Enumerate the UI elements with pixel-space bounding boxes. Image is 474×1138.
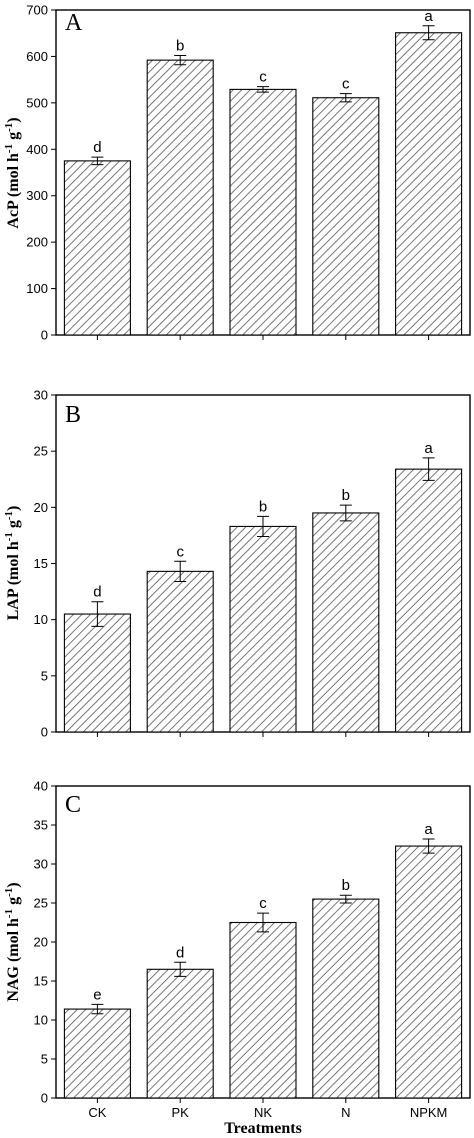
error-bar-c-n (339, 894, 352, 904)
y-ticks-c: 0 5 10 15 20 25 30 35 40 (34, 779, 56, 1106)
bars-b: d c b b a (63, 440, 463, 737)
panel-letter-c: C (65, 792, 81, 818)
error-bar-c-ck (91, 1003, 104, 1015)
error-bar-b-nk (257, 515, 269, 538)
y-tick-label-c-6: 30 (34, 857, 48, 872)
sig-letter-b-n: b (342, 487, 350, 504)
bar-a-n (312, 97, 380, 336)
y-tick-label-c-8: 40 (34, 779, 48, 794)
bar-b-ck (63, 613, 131, 733)
error-bar-a-n (339, 93, 352, 103)
y-tick-label-c-2: 10 (34, 1013, 48, 1028)
x-tick-label-nk: NK (254, 1105, 272, 1120)
y-tick-label-c-1: 5 (41, 1052, 48, 1067)
bar-a-pk (146, 59, 214, 336)
error-bar-b-ck (91, 601, 104, 627)
x-tick-label-ck: CK (88, 1105, 106, 1120)
x-tick-label-npkm: NPKM (410, 1105, 448, 1120)
bar-b-nk (229, 525, 297, 733)
y-tick-label-c-4: 20 (34, 935, 48, 950)
y-tick-label-c-7: 35 (34, 818, 48, 833)
sig-letter-a-npkm: a (424, 8, 433, 25)
y-axis-title-c: NAG (mol h-1 g-1) (3, 882, 22, 1001)
sig-letter-b-nk: b (259, 498, 267, 515)
bar-a-ck (63, 160, 131, 336)
sig-letter-a-ck: d (93, 139, 101, 156)
y-tick-label-b-0: 0 (41, 725, 48, 740)
error-bar-a-nk (257, 86, 269, 93)
error-bar-b-npkm (422, 457, 435, 481)
sig-letter-c-n: b (342, 877, 350, 894)
panel-letter-b: B (65, 402, 81, 428)
bar-b-pk (146, 570, 214, 733)
sig-letter-c-pk: d (176, 944, 184, 961)
sig-letter-b-ck: d (93, 584, 101, 601)
y-tick-label-a-1: 100 (26, 281, 48, 296)
error-bar-c-nk (257, 912, 269, 933)
y-tick-label-c-3: 15 (34, 974, 48, 989)
sig-letter-b-pk: c (176, 543, 184, 560)
y-tick-label-b-4: 20 (34, 500, 48, 515)
error-bar-a-npkm (422, 25, 435, 41)
y-tick-label-b-1: 5 (41, 668, 48, 683)
sig-letter-a-nk: c (259, 69, 267, 86)
sig-letter-c-npkm: a (424, 821, 433, 838)
y-ticks-b: 0 5 10 15 20 25 30 (34, 388, 56, 740)
bar-c-nk (229, 921, 297, 1099)
sig-letter-a-n: c (342, 76, 350, 93)
y-ticks-a: 0 100 200 300 400 500 600 700 (26, 3, 56, 343)
error-bar-c-pk (174, 961, 187, 977)
x-ticks-c: CK PK NK N NPKM (88, 1105, 447, 1120)
x-axis-title: Treatments (224, 1120, 302, 1137)
bar-c-ck (63, 1008, 131, 1099)
panel-letter-a: A (65, 10, 83, 36)
y-tick-label-a-3: 300 (26, 188, 48, 203)
bar-b-npkm (395, 468, 463, 733)
error-bar-a-pk (174, 55, 187, 66)
bars-c: e d c b a (63, 821, 463, 1103)
panel-c: C NAG (mol h-1 g-1) 0 5 10 15 20 25 30 35 40 e d c… (3, 779, 471, 1137)
sig-letter-b-npkm: a (424, 440, 433, 457)
sig-letter-a-pk: b (176, 38, 184, 55)
error-bar-b-n (339, 504, 352, 522)
error-bar-b-pk (174, 560, 187, 582)
y-tick-label-b-5: 25 (34, 444, 48, 459)
bar-c-pk (146, 968, 214, 1099)
bar-c-n (312, 898, 380, 1099)
y-tick-label-a-7: 700 (26, 3, 48, 18)
error-bar-c-npkm (422, 838, 435, 854)
y-tick-label-b-3: 15 (34, 556, 48, 571)
y-tick-label-b-6: 30 (34, 388, 48, 403)
bar-b-n (312, 512, 380, 733)
panel-b: B LAP (mol h-1 g-1) 0 5 10 15 20 25 30 d c b b a (3, 388, 471, 740)
x-tick-label-pk: PK (172, 1105, 190, 1120)
bar-c-npkm (395, 845, 463, 1099)
y-axis-title-a: AcP (mol h-1 g-1) (3, 117, 22, 228)
y-tick-label-a-4: 400 (26, 142, 48, 157)
y-tick-label-a-5: 500 (26, 95, 48, 110)
y-tick-label-b-2: 10 (34, 612, 48, 627)
bar-a-npkm (395, 32, 463, 336)
panel-a: A AcP (mol h-1 g-1) 0 100 200 300 400 500 600 7… (3, 3, 471, 343)
x-tick-label-n: N (341, 1105, 350, 1120)
bars-a: d b c c a (63, 8, 463, 340)
sig-letter-c-nk: c (259, 895, 267, 912)
y-tick-label-c-0: 0 (41, 1091, 48, 1106)
sig-letter-c-ck: e (93, 986, 101, 1003)
y-tick-label-a-2: 200 (26, 235, 48, 250)
y-tick-label-c-5: 25 (34, 896, 48, 911)
y-axis-title-b: LAP (mol h-1 g-1) (3, 506, 22, 621)
y-tick-label-a-6: 600 (26, 49, 48, 64)
bar-a-nk (229, 88, 297, 336)
y-tick-label-a-0: 0 (41, 328, 48, 343)
error-bar-a-ck (91, 156, 104, 166)
